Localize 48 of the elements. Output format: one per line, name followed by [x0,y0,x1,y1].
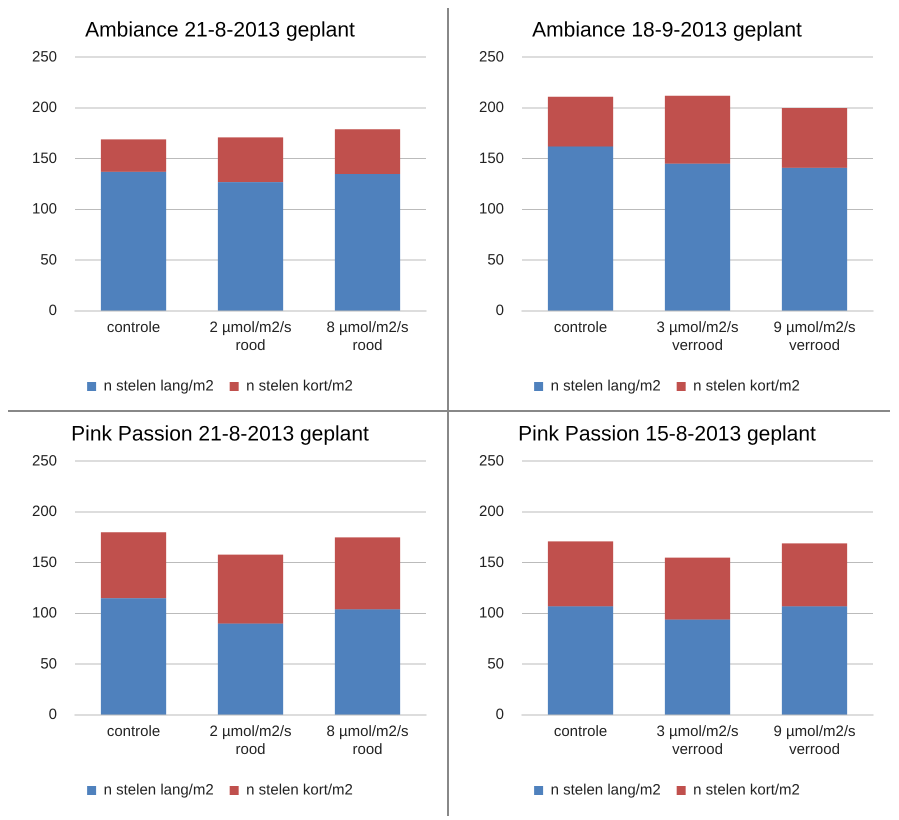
legend-label: n stelen kort/m2 [246,782,353,799]
y-tick-label: 0 [496,706,504,724]
x-tick-label: 3 µmol/m2/s verrood [656,723,739,758]
y-tick-label: 50 [40,251,58,268]
legend-label: n stelen lang/m2 [104,378,214,395]
y-tick-label: 50 [487,655,504,672]
x-tick-label: 2 µmol/m2/s rood [210,723,292,758]
chart-title: Ambiance 21-8-2013 geplant [85,18,355,42]
y-tick-label: 150 [32,554,58,571]
y-tick-label: 150 [478,150,504,167]
y-tick-label: 0 [48,706,58,724]
y-tick-label: 50 [40,655,58,672]
x-tick-label: controle [554,723,608,740]
y-tick-label: 150 [32,150,58,167]
y-tick-label: 250 [32,48,58,66]
y-tick-label: 250 [32,452,58,470]
y-tick-label: 250 [478,48,504,66]
chart-title: Pink Passion 21-8-2013 geplant [71,422,370,446]
y-tick-label: 200 [478,99,504,116]
x-tick-label: 9 µmol/m2/s verrood [774,723,856,758]
x-tick-label: 3 µmol/m2/s verrood [656,319,739,354]
legend-label: n stelen lang/m2 [550,782,661,799]
y-tick-label: 150 [478,554,504,571]
legend-label: n stelen kort/m2 [693,378,800,395]
x-tick-label: 8 µmol/m2/s rood [326,319,409,354]
x-tick-label: controle [106,723,160,740]
y-tick-label: 250 [478,452,504,470]
x-tick-label: 8 µmol/m2/s rood [326,723,409,758]
legend-label: n stelen lang/m2 [104,782,214,799]
y-tick-label: 100 [32,200,58,218]
y-tick-label: 200 [32,99,58,116]
x-tick-label: 9 µmol/m2/s verrood [774,319,856,354]
y-tick-label: 0 [48,302,58,320]
chart-title: Pink Passion 15-8-2013 geplant [518,422,816,446]
y-tick-label: 0 [496,302,504,320]
x-tick-label: 2 µmol/m2/s rood [210,319,292,354]
x-tick-label: controle [554,319,608,336]
legend-label: n stelen kort/m2 [246,378,353,395]
legend-label: n stelen lang/m2 [550,378,661,395]
y-tick-label: 100 [478,200,504,218]
chart-title: Ambiance 18-9-2013 geplant [532,18,802,42]
y-tick-label: 50 [487,251,504,268]
y-tick-label: 200 [478,503,504,520]
y-tick-label: 100 [32,604,58,622]
y-tick-label: 100 [478,604,504,622]
x-tick-label: controle [106,319,160,336]
legend-label: n stelen kort/m2 [693,782,800,799]
y-tick-label: 200 [32,503,58,520]
